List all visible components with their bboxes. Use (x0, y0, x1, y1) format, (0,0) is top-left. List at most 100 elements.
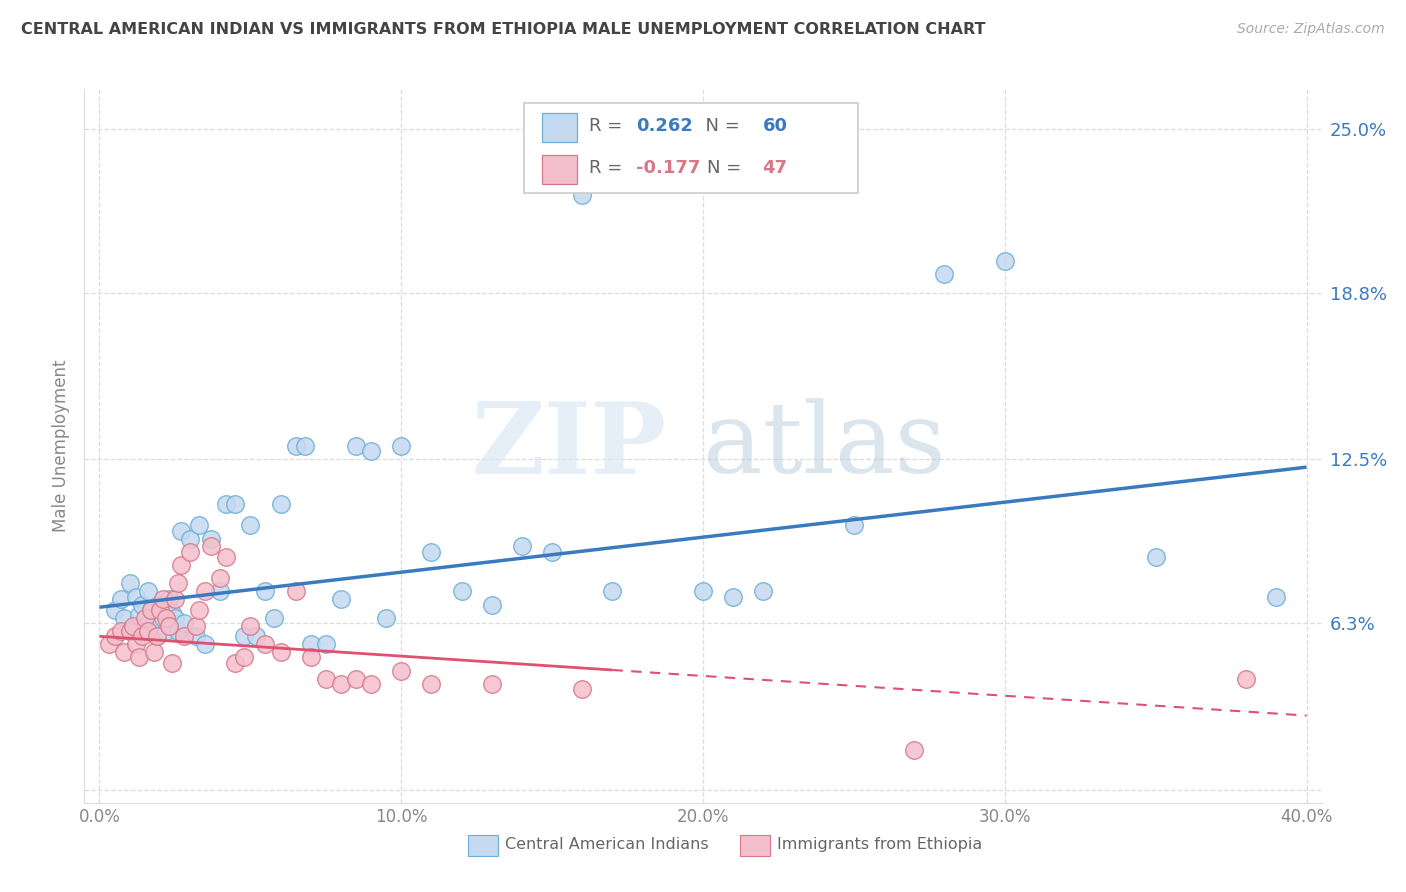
Point (263, 611, 285, 625)
Point (245, 629, 267, 643)
Text: -0.177: -0.177 (636, 159, 700, 177)
Point (136, 584, 159, 599)
Point (163, 611, 186, 625)
Point (224, 656, 246, 670)
Point (110, 624, 132, 638)
Text: ZIP: ZIP (471, 398, 666, 494)
Text: 47: 47 (762, 159, 787, 177)
Text: 60: 60 (762, 117, 787, 136)
Point (903, 743, 925, 757)
FancyBboxPatch shape (740, 835, 770, 856)
Point (510, 540, 533, 554)
Point (134, 618, 156, 632)
Point (1144, 549, 1167, 564)
Point (149, 598, 172, 612)
Point (167, 624, 190, 638)
Point (602, 584, 624, 599)
Point (131, 598, 153, 612)
Point (163, 592, 186, 607)
Point (103, 603, 125, 617)
Point (315, 672, 337, 686)
Point (233, 650, 256, 665)
FancyBboxPatch shape (523, 103, 858, 193)
Point (215, 549, 238, 564)
Y-axis label: Male Unemployment: Male Unemployment (52, 359, 70, 533)
Point (254, 637, 277, 651)
Point (721, 590, 744, 604)
Point (179, 532, 201, 546)
FancyBboxPatch shape (543, 155, 576, 184)
Point (344, 672, 367, 686)
Point (294, 439, 316, 453)
Point (329, 592, 352, 607)
Point (270, 497, 292, 511)
Point (112, 611, 135, 625)
Point (155, 611, 177, 625)
Point (142, 645, 165, 659)
Text: CENTRAL AMERICAN INDIAN VS IMMIGRANTS FROM ETHIOPIA MALE UNEMPLOYMENT CORRELATIO: CENTRAL AMERICAN INDIAN VS IMMIGRANTS FR… (21, 22, 986, 37)
Point (110, 592, 132, 607)
Point (157, 618, 180, 632)
Point (160, 606, 183, 620)
Point (118, 576, 141, 591)
Point (752, 584, 775, 599)
Point (420, 677, 443, 691)
Point (173, 629, 195, 643)
Point (239, 618, 262, 632)
Point (209, 584, 232, 599)
Point (360, 444, 382, 458)
Point (194, 584, 217, 599)
Point (128, 650, 150, 665)
Point (239, 518, 262, 533)
Point (124, 590, 146, 604)
Point (344, 439, 367, 453)
Point (375, 611, 398, 625)
FancyBboxPatch shape (543, 113, 576, 142)
Point (157, 592, 180, 607)
Point (571, 682, 593, 697)
Point (128, 608, 150, 623)
Point (1265, 590, 1288, 604)
Point (284, 439, 307, 453)
Point (420, 545, 443, 559)
Point (224, 497, 246, 511)
Point (299, 650, 322, 665)
Point (233, 629, 256, 643)
Point (184, 618, 207, 632)
Point (481, 677, 503, 691)
Text: R =: R = (589, 159, 628, 177)
FancyBboxPatch shape (468, 835, 498, 856)
Point (152, 592, 174, 607)
Text: R =: R = (589, 117, 628, 136)
Point (170, 558, 193, 572)
Point (139, 603, 162, 617)
Point (179, 545, 201, 559)
Point (315, 637, 337, 651)
Point (934, 267, 956, 281)
Point (541, 545, 564, 559)
Point (200, 540, 222, 554)
Point (136, 624, 159, 638)
Point (994, 254, 1017, 268)
Point (200, 532, 222, 546)
Point (146, 629, 169, 643)
Point (692, 584, 714, 599)
Point (160, 656, 183, 670)
Point (146, 629, 169, 643)
Point (270, 645, 292, 659)
Point (389, 439, 412, 453)
Point (167, 576, 190, 591)
Point (118, 624, 141, 638)
Point (215, 497, 238, 511)
Point (254, 584, 277, 599)
Point (149, 603, 172, 617)
Point (389, 664, 412, 678)
Point (571, 188, 593, 202)
Text: Source: ZipAtlas.com: Source: ZipAtlas.com (1237, 22, 1385, 37)
Text: atlas: atlas (703, 398, 946, 494)
Point (360, 677, 382, 691)
Point (284, 584, 307, 599)
Text: Immigrants from Ethiopia: Immigrants from Ethiopia (778, 837, 983, 852)
Point (142, 616, 165, 631)
Point (1234, 672, 1257, 686)
